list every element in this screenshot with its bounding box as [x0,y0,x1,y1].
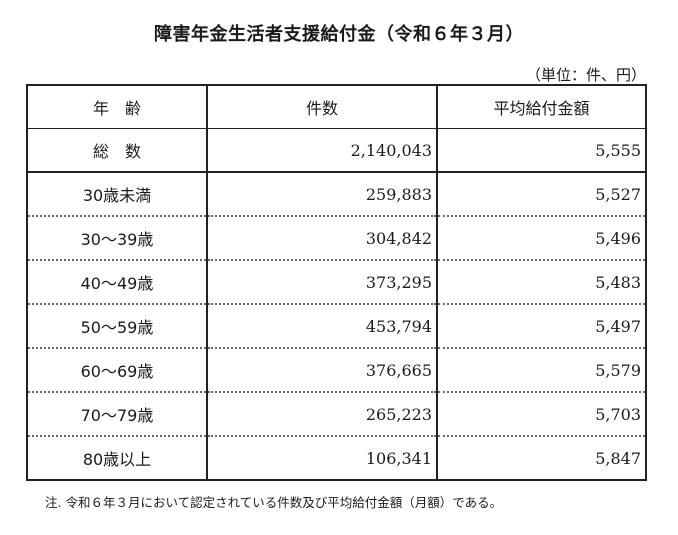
row-count: 373,295 [207,260,438,305]
row-count: 265,223 [207,392,438,437]
row-label: 30歳未満 [27,172,208,217]
row-average: 5,483 [437,260,646,305]
row-average: 5,496 [437,216,646,261]
table-row: 80歳以上 106,341 5,847 [27,436,646,480]
table-row: 60～69歳 376,665 5,579 [27,348,646,393]
row-count: 2,140,043 [207,128,438,173]
row-average: 5,527 [437,172,646,217]
row-count: 453,794 [207,304,438,349]
row-label: 50～59歳 [27,304,208,349]
row-label: 総 数 [27,128,208,173]
header-age: 年 齢 [27,85,208,129]
row-label: 40～49歳 [27,260,208,305]
row-average: 5,847 [595,448,641,468]
table-row: 70～79歳 265,223 5,703 [27,392,646,437]
row-label: 70～79歳 [27,392,208,437]
header-average: 平均給付金額 [437,85,646,129]
table-row: 30歳未満 259,883 5,527 [27,172,646,217]
unit-label: （単位：件、円） [525,66,646,84]
page-title: 障害年金生活者支援給付金（令和６年３月） [154,24,524,45]
row-label: 60～69歳 [27,348,208,393]
row-average: 5,703 [437,392,646,437]
row-count: 304,842 [207,216,438,261]
table-header-row: 年 齢 件数 平均給付金額 [27,85,646,129]
table-row-total: 総 数 2,140,043 5,555 [27,128,646,173]
row-label: 80歳以上 [27,436,208,480]
row-average: 5,579 [437,348,646,393]
header-count: 件数 [207,85,438,129]
row-average: 5,555 [437,128,646,173]
table-row: 40～49歳 373,295 5,483 [27,260,646,305]
table-row: 30～39歳 304,842 5,496 [27,216,646,261]
footnote: 注. 令和６年３月において認定されている件数及び平均給付金額（月額）である。 [45,495,503,510]
row-count: 106,341 [207,436,438,480]
table-row: 50～59歳 453,794 5,497 [27,304,646,349]
benefit-table: 年 齢 件数 平均給付金額 総 数 2,140,043 5,555 30歳未満 … [26,84,647,481]
row-count: 376,665 [207,348,438,393]
row-count: 259,883 [207,172,438,217]
row-average: 5,497 [437,304,646,349]
row-label: 30～39歳 [27,216,208,261]
